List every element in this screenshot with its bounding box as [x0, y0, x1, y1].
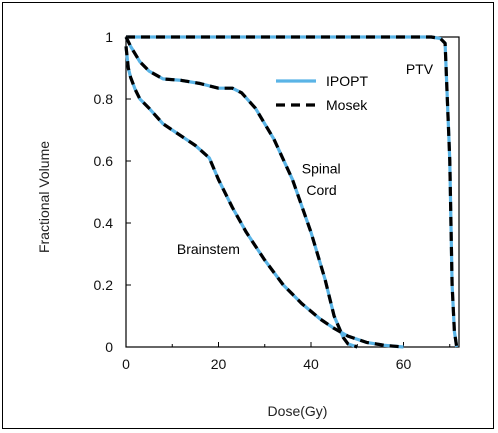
brainstem-ipopt-line: [124, 46, 404, 349]
y-tick-label: 0.8: [94, 91, 114, 107]
chart-frame: 0 20 40 60 0 0.2 0.4 0.6 0.8 1 PTV Spinal Cord Brain…: [2, 2, 494, 429]
y-tick-label: 0.2: [94, 277, 114, 293]
y-tick-label: 0.6: [94, 153, 114, 169]
plot-layer: 0 20 40 60 0 0.2 0.4 0.6 0.8 1: [94, 29, 460, 372]
legend: IPOPT Mosek: [276, 73, 368, 113]
ptv-mosek-line: [126, 35, 459, 348]
annotation-cord: Cord: [306, 182, 336, 198]
annotation-layer: PTV Spinal Cord Brainstem: [177, 61, 434, 257]
x-tick-label: 0: [122, 356, 130, 372]
annotation-ptv: PTV: [406, 61, 434, 77]
chart-svg: 0 20 40 60 0 0.2 0.4 0.6 0.8 1 PTV Spinal Cord Brain…: [36, 29, 460, 419]
x-tick-label: 60: [396, 356, 412, 372]
plot-area: [125, 36, 460, 348]
y-axis-label: Fractional Volume: [36, 141, 52, 253]
curve-layer: [124, 35, 459, 349]
y-tick-label: 1: [105, 29, 113, 45]
x-tick-label: 40: [303, 356, 319, 372]
x-axis-label: Dose(Gy): [268, 403, 328, 419]
legend-label-ipopt: IPOPT: [326, 73, 368, 89]
ptv-ipopt-line: [126, 35, 459, 348]
legend-label-mosek: Mosek: [326, 97, 368, 113]
spinal-cord-mosek-line: [124, 36, 358, 349]
annotation-spinal: Spinal: [302, 160, 341, 176]
annotation-brainstem: Brainstem: [177, 241, 240, 257]
x-tick-label: 20: [211, 356, 227, 372]
brainstem-mosek-line: [124, 46, 404, 349]
y-tick-label: 0: [105, 339, 113, 355]
y-tick-label: 0.4: [94, 215, 114, 231]
